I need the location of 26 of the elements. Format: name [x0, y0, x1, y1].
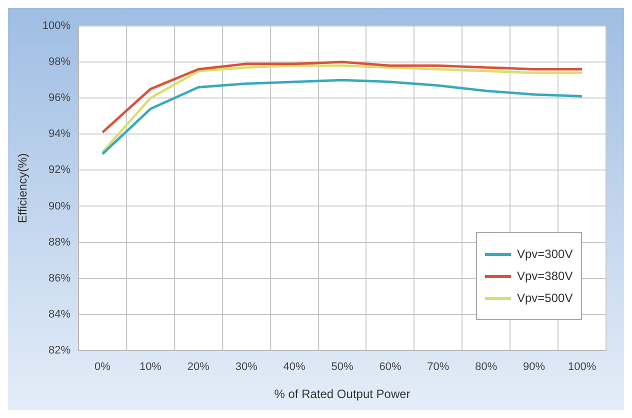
x-tick-label: 100%	[568, 361, 596, 374]
x-tick-label: 0%	[94, 361, 111, 374]
y-tick-label: 94%	[48, 128, 71, 140]
y-tick-label: 98%	[48, 56, 71, 68]
y-tick-label: 88%	[48, 236, 71, 248]
x-tick-label: 90%	[523, 361, 546, 374]
x-tick-label: 20%	[187, 361, 210, 374]
x-tick-label: 80%	[475, 361, 498, 374]
x-tick-label: 10%	[139, 361, 162, 374]
x-tick-label: 70%	[427, 361, 450, 374]
y-tick-label: 84%	[48, 308, 71, 320]
x-tick-label: 30%	[235, 361, 258, 374]
y-tick-label: 82%	[48, 344, 71, 356]
legend-label: Vpv=300V	[517, 247, 573, 262]
y-tick-label: 92%	[48, 164, 71, 176]
x-tick-label: 60%	[379, 361, 402, 374]
y-axis-title: Efficiency(%)	[16, 153, 30, 224]
x-axis-title: % of Rated Output Power	[274, 387, 410, 402]
y-tick-label: 86%	[48, 272, 71, 284]
legend-label: Vpv=500V	[517, 291, 573, 306]
x-tick-label: 40%	[283, 361, 306, 374]
legend-label: Vpv=380V	[517, 269, 573, 284]
x-tick-label: 50%	[331, 361, 354, 374]
y-tick-label: 100%	[42, 20, 71, 32]
y-tick-label: 90%	[48, 200, 71, 212]
y-tick-label: 96%	[48, 92, 71, 104]
